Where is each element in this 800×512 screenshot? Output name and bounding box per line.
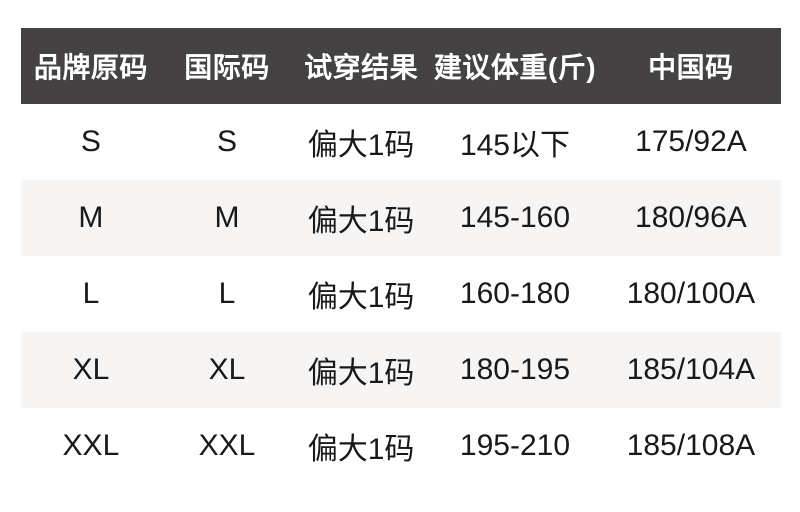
cell-fit-result: 偏大1码 [293,180,430,256]
column-header-china-size: 中国码 [600,28,781,104]
cell-international-size: S [160,104,294,180]
cell-suggested-weight: 145-160 [429,180,601,256]
size-chart-wrapper: 品牌原码 国际码 试穿结果 建议体重(斤) 中国码 S S 偏大1码 145以下… [21,28,781,484]
cell-fit-result: 偏大1码 [293,104,430,180]
cell-fit-result: 偏大1码 [293,256,430,332]
table-body: S S 偏大1码 145以下 175/92A M M 偏大1码 145-160 … [21,104,781,484]
cell-fit-result: 偏大1码 [293,332,430,408]
cell-brand-size: L [21,256,161,332]
column-header-fit-result: 试穿结果 [293,28,430,104]
cell-suggested-weight: 145以下 [429,104,601,180]
cell-brand-size: M [21,180,161,256]
table-row-xl: XL XL 偏大1码 180-195 185/104A [21,332,781,408]
header-row: 品牌原码 国际码 试穿结果 建议体重(斤) 中国码 [21,28,781,104]
cell-china-size: 185/108A [600,408,781,484]
cell-international-size: L [160,256,294,332]
cell-international-size: M [160,180,294,256]
cell-suggested-weight: 195-210 [429,408,601,484]
cell-china-size: 175/92A [600,104,781,180]
cell-international-size: XXL [160,408,294,484]
table-row-xxl: XXL XXL 偏大1码 195-210 185/108A [21,408,781,484]
column-header-brand-size: 品牌原码 [21,28,161,104]
table-header: 品牌原码 国际码 试穿结果 建议体重(斤) 中国码 [21,28,781,104]
table-row-m: M M 偏大1码 145-160 180/96A [21,180,781,256]
table-row-s: S S 偏大1码 145以下 175/92A [21,104,781,180]
cell-brand-size: XL [21,332,161,408]
cell-international-size: XL [160,332,294,408]
cell-china-size: 180/96A [600,180,781,256]
cell-china-size: 180/100A [600,256,781,332]
table-row-l: L L 偏大1码 160-180 180/100A [21,256,781,332]
cell-suggested-weight: 180-195 [429,332,601,408]
cell-fit-result: 偏大1码 [293,408,430,484]
size-chart-table: 品牌原码 国际码 试穿结果 建议体重(斤) 中国码 S S 偏大1码 145以下… [21,28,781,484]
cell-brand-size: S [21,104,161,180]
column-header-suggested-weight: 建议体重(斤) [429,28,601,104]
cell-suggested-weight: 160-180 [429,256,601,332]
cell-china-size: 185/104A [600,332,781,408]
column-header-international-size: 国际码 [160,28,294,104]
cell-brand-size: XXL [21,408,161,484]
